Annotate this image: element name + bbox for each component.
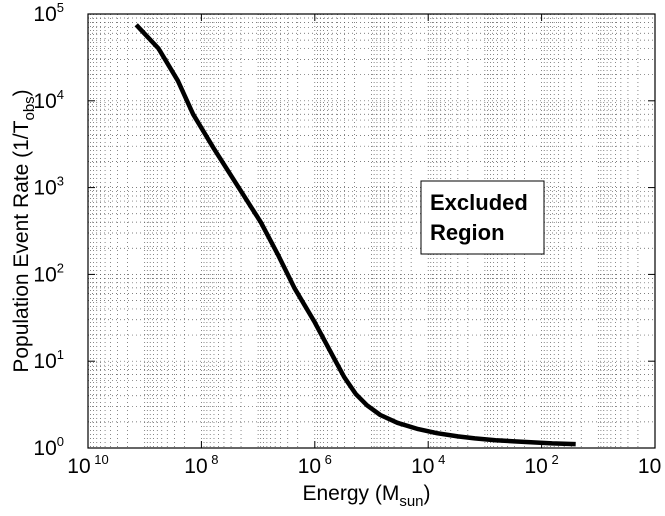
x-tick-label: 10 6 bbox=[298, 452, 332, 478]
y-tick-label: 100 bbox=[33, 434, 64, 460]
x-axis-label-main: Energy (M bbox=[302, 482, 399, 505]
y-tick-label: 102 bbox=[33, 260, 64, 286]
y-tick-label: 103 bbox=[33, 174, 64, 200]
series-line bbox=[134, 23, 576, 447]
grid bbox=[88, 14, 655, 448]
y-axis-label-subscript: obs bbox=[21, 96, 38, 120]
annotation-frame bbox=[420, 180, 545, 255]
x-tick-label: 10 0 bbox=[638, 452, 665, 478]
y-tick-label: 101 bbox=[33, 347, 64, 373]
y-axis-label-main: Population Event Rate (1/T bbox=[10, 120, 33, 372]
plot-frame bbox=[87, 13, 656, 449]
x-tick-label: 10 10 bbox=[67, 452, 108, 478]
x-axis-label-close: ) bbox=[424, 482, 431, 505]
x-axis-label-subscript: sun bbox=[399, 493, 423, 510]
x-tick-label: 10 8 bbox=[184, 452, 218, 478]
y-tick-label: 105 bbox=[33, 0, 64, 26]
y-axis-label-close: ) bbox=[10, 89, 33, 96]
y-axis-label: Population Event Rate (1/Tobs) bbox=[10, 89, 38, 372]
annotation-line-2: Region bbox=[430, 220, 505, 245]
x-axis-label: Energy (Msun) bbox=[302, 482, 430, 510]
tick-labels: 10 10 10 8 10 6 10 4 10 2 10 0 100 101 102 103 104… bbox=[33, 0, 665, 478]
annotation-box: Excluded Region bbox=[420, 180, 545, 255]
x-tick-label: 10 4 bbox=[411, 452, 445, 478]
x-tick-label: 10 2 bbox=[524, 452, 558, 478]
y-tick-label: 104 bbox=[33, 87, 64, 113]
annotation-line-1: Excluded bbox=[430, 190, 528, 215]
